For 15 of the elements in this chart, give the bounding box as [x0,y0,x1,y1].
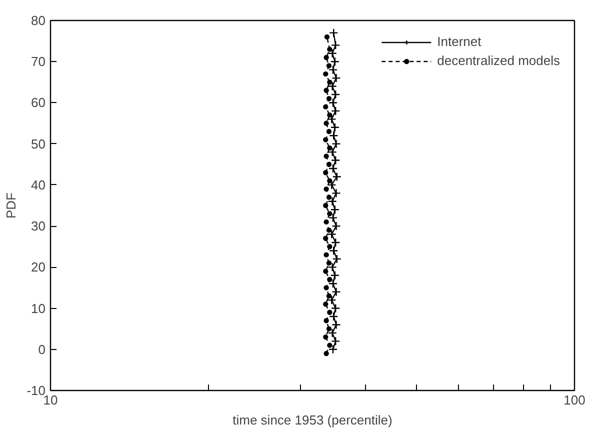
legend-label: Internet [437,34,482,49]
y-tick-label: 30 [31,218,46,234]
x-tick-label: 100 [564,392,586,408]
y-tick-label: 10 [31,300,46,316]
y-tick-label: -10 [26,383,46,398]
y-tick-label: 40 [31,177,46,192]
legend-label: decentralized models [437,53,560,68]
y-tick-label: 50 [31,136,46,152]
y-tick-label: 0 [38,342,46,357]
y-tick-label: 80 [31,13,46,28]
y-tick-label: 70 [31,54,46,70]
y-axis-title: PDF [4,192,19,218]
x-axis-title: time since 1953 (percentile) [232,412,392,428]
y-tick-label: 20 [31,260,46,275]
y-tick-label: 60 [31,95,46,110]
